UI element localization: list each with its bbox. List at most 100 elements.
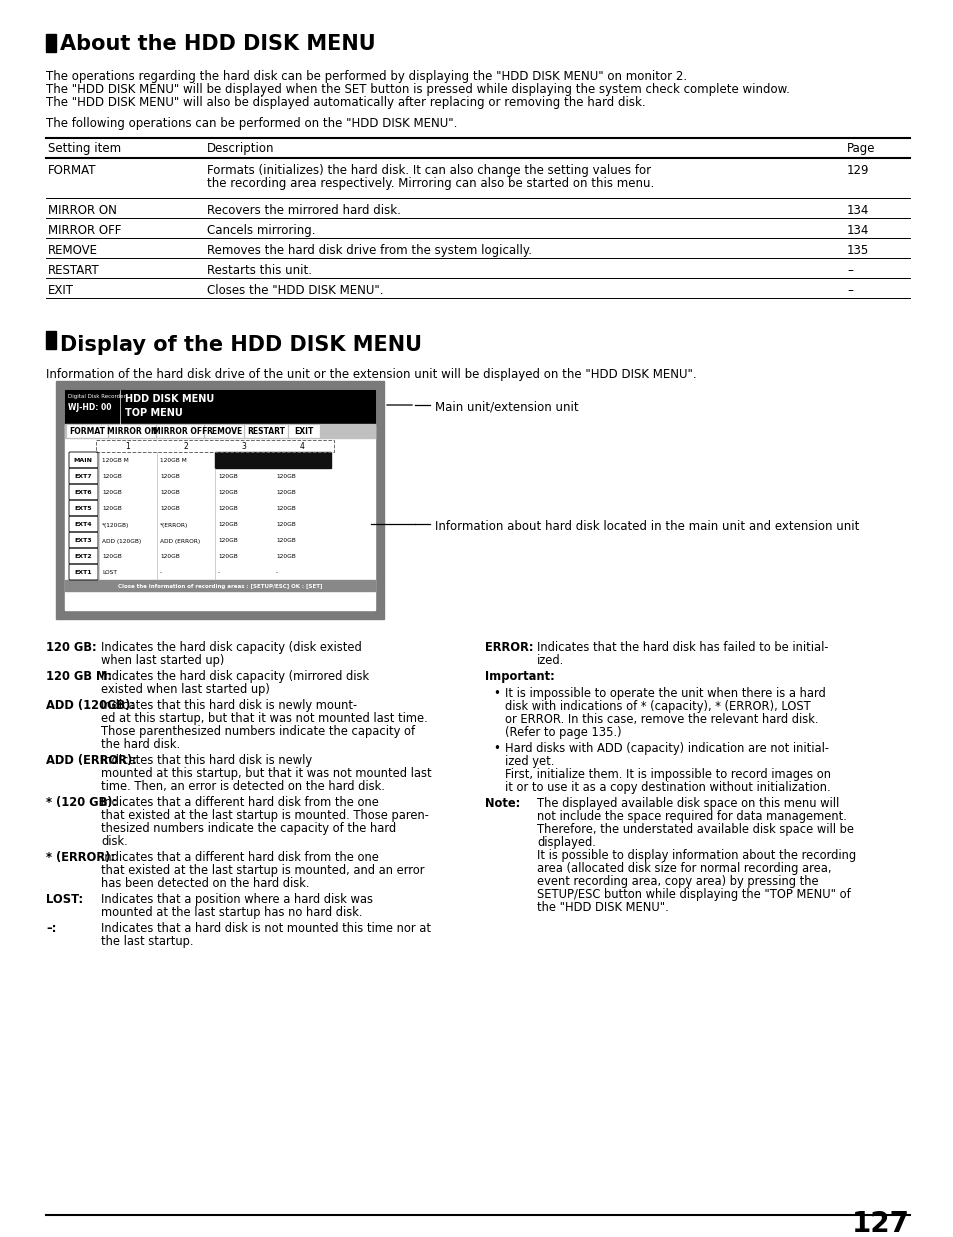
Text: 3: 3 — [241, 442, 246, 452]
Text: EXT2: EXT2 — [74, 554, 91, 559]
Bar — [157, 426, 203, 437]
Text: The "HDD DISK MENU" will be displayed when the SET button is pressed while displ: The "HDD DISK MENU" will be displayed wh… — [46, 83, 789, 96]
Text: displayed.: displayed. — [537, 836, 596, 849]
Bar — [69, 500, 371, 516]
Text: Page: Page — [846, 142, 875, 155]
Text: Indicates that this hard disk is newly: Indicates that this hard disk is newly — [101, 755, 312, 767]
Bar — [289, 426, 318, 437]
Text: 120GB: 120GB — [102, 475, 122, 480]
Text: First, initialize them. It is impossible to record images on: First, initialize them. It is impossible… — [504, 768, 830, 781]
Text: -: - — [218, 570, 220, 575]
Text: ized.: ized. — [537, 654, 563, 667]
Text: RESTART: RESTART — [48, 263, 100, 277]
Text: HDD DISK MENU: HDD DISK MENU — [125, 395, 214, 404]
Text: 120 GB:: 120 GB: — [46, 641, 96, 654]
Text: EXIT: EXIT — [48, 285, 74, 297]
Text: has been detected on the hard disk.: has been detected on the hard disk. — [101, 877, 309, 889]
Text: 120GB: 120GB — [218, 554, 237, 559]
Text: REMOVE: REMOVE — [48, 244, 98, 257]
Bar — [214, 452, 273, 468]
Text: 120GB: 120GB — [275, 554, 295, 559]
Text: the recording area respectively. Mirroring can also be started on this menu.: the recording area respectively. Mirrori… — [207, 177, 654, 190]
Text: RESTART: RESTART — [247, 428, 285, 437]
Text: event recording area, copy area) by pressing the: event recording area, copy area) by pres… — [537, 875, 818, 888]
Text: Restarts this unit.: Restarts this unit. — [207, 263, 312, 277]
Text: 120GB: 120GB — [275, 475, 295, 480]
Text: EXT3: EXT3 — [74, 538, 91, 543]
Text: Formats (initializes) the hard disk. It can also change the setting values for: Formats (initializes) the hard disk. It … — [207, 165, 651, 177]
Text: EXT6: EXT6 — [74, 491, 91, 496]
Text: 127: 127 — [851, 1210, 909, 1237]
Text: or ERROR. In this case, remove the relevant hard disk.: or ERROR. In this case, remove the relev… — [504, 713, 818, 726]
Text: ADD (ERROR): ADD (ERROR) — [160, 538, 200, 543]
Text: Indicates that a different hard disk from the one: Indicates that a different hard disk fro… — [101, 851, 378, 863]
Text: 120GB: 120GB — [102, 554, 122, 559]
Text: (Refer to page 135.): (Refer to page 135.) — [504, 726, 621, 738]
Text: WJ-HD: 00: WJ-HD: 00 — [68, 403, 112, 412]
Text: 4: 4 — [299, 442, 304, 452]
Text: Note:: Note: — [484, 797, 519, 810]
Text: -: - — [275, 570, 278, 575]
Text: 120GB: 120GB — [218, 491, 237, 496]
Text: thesized numbers indicate the capacity of the hard: thesized numbers indicate the capacity o… — [101, 823, 395, 835]
Text: 120GB: 120GB — [102, 491, 122, 496]
Text: ed at this startup, but that it was not mounted last time.: ed at this startup, but that it was not … — [101, 713, 427, 725]
Text: 120GB: 120GB — [102, 506, 122, 512]
Text: MIRROR OFF: MIRROR OFF — [152, 428, 207, 437]
Text: ADD (120GB):: ADD (120GB): — [46, 699, 135, 713]
Bar — [273, 452, 331, 468]
Text: Digital Disk Recorder: Digital Disk Recorder — [68, 395, 126, 400]
Text: area (allocated disk size for normal recording area,: area (allocated disk size for normal rec… — [537, 862, 831, 875]
Bar — [69, 516, 371, 532]
Text: 120GB M: 120GB M — [102, 459, 129, 464]
Text: 134: 134 — [846, 224, 868, 238]
Text: 129: 129 — [846, 165, 868, 177]
Text: the "HDD DISK MENU".: the "HDD DISK MENU". — [537, 901, 668, 914]
Text: the last startup.: the last startup. — [101, 935, 193, 948]
Text: •: • — [493, 742, 499, 755]
Bar — [65, 580, 375, 591]
Text: SETUP/ESC button while displaying the "TOP MENU" of: SETUP/ESC button while displaying the "T… — [537, 888, 850, 901]
Text: EXT7: EXT7 — [74, 475, 91, 480]
Text: EXT1: EXT1 — [74, 570, 91, 575]
Text: disk.: disk. — [101, 835, 128, 849]
Text: The displayed available disk space on this menu will: The displayed available disk space on th… — [537, 797, 839, 810]
Text: mounted at the last startup has no hard disk.: mounted at the last startup has no hard … — [101, 905, 362, 919]
Bar — [65, 390, 375, 610]
Text: mounted at this startup, but that it was not mounted last: mounted at this startup, but that it was… — [101, 767, 431, 781]
Text: Hard disks with ADD (capacity) indication are not initial-: Hard disks with ADD (capacity) indicatio… — [504, 742, 828, 755]
Text: * (120 GB):: * (120 GB): — [46, 795, 117, 809]
Bar — [56, 381, 384, 618]
Text: *(ERROR): *(ERROR) — [160, 522, 188, 527]
Text: Indicates the hard disk capacity (mirrored disk: Indicates the hard disk capacity (mirror… — [101, 670, 369, 683]
Text: that existed at the last startup is mounted, and an error: that existed at the last startup is moun… — [101, 863, 424, 877]
Text: LOST: LOST — [102, 570, 117, 575]
Text: LOST:: LOST: — [46, 893, 83, 905]
Text: Setting item: Setting item — [48, 142, 121, 155]
Text: 120GB: 120GB — [160, 491, 179, 496]
Text: 134: 134 — [846, 204, 868, 216]
Text: ADD (ERROR):: ADD (ERROR): — [46, 755, 136, 767]
Text: -: - — [160, 570, 162, 575]
Text: Information of the hard disk drive of the unit or the extension unit will be dis: Information of the hard disk drive of th… — [46, 367, 696, 381]
Text: *(120GB): *(120GB) — [102, 522, 130, 527]
Text: –: – — [846, 285, 852, 297]
Text: ERROR:: ERROR: — [484, 641, 533, 654]
Text: Important:: Important: — [484, 670, 554, 683]
Text: FORMAT: FORMAT — [48, 165, 96, 177]
Text: Information about hard disk located in the main unit and extension unit: Information about hard disk located in t… — [435, 520, 859, 533]
Text: The operations regarding the hard disk can be performed by displaying the "HDD D: The operations regarding the hard disk c… — [46, 71, 686, 83]
Text: it or to use it as a copy destination without initialization.: it or to use it as a copy destination wi… — [504, 781, 830, 794]
Text: the hard disk.: the hard disk. — [101, 738, 180, 751]
Text: –: – — [846, 263, 852, 277]
Text: Removes the hard disk drive from the system logically.: Removes the hard disk drive from the sys… — [207, 244, 532, 257]
Text: About the HDD DISK MENU: About the HDD DISK MENU — [60, 33, 375, 54]
Bar — [46, 33, 56, 52]
Text: 120GB: 120GB — [218, 506, 237, 512]
Text: existed when last started up): existed when last started up) — [101, 683, 270, 696]
Text: 120GB: 120GB — [160, 475, 179, 480]
Text: The following operations can be performed on the "HDD DISK MENU".: The following operations can be performe… — [46, 118, 456, 130]
Text: REMOVE: REMOVE — [206, 428, 242, 437]
Text: MIRROR OFF: MIRROR OFF — [48, 224, 121, 238]
Bar — [65, 390, 375, 424]
